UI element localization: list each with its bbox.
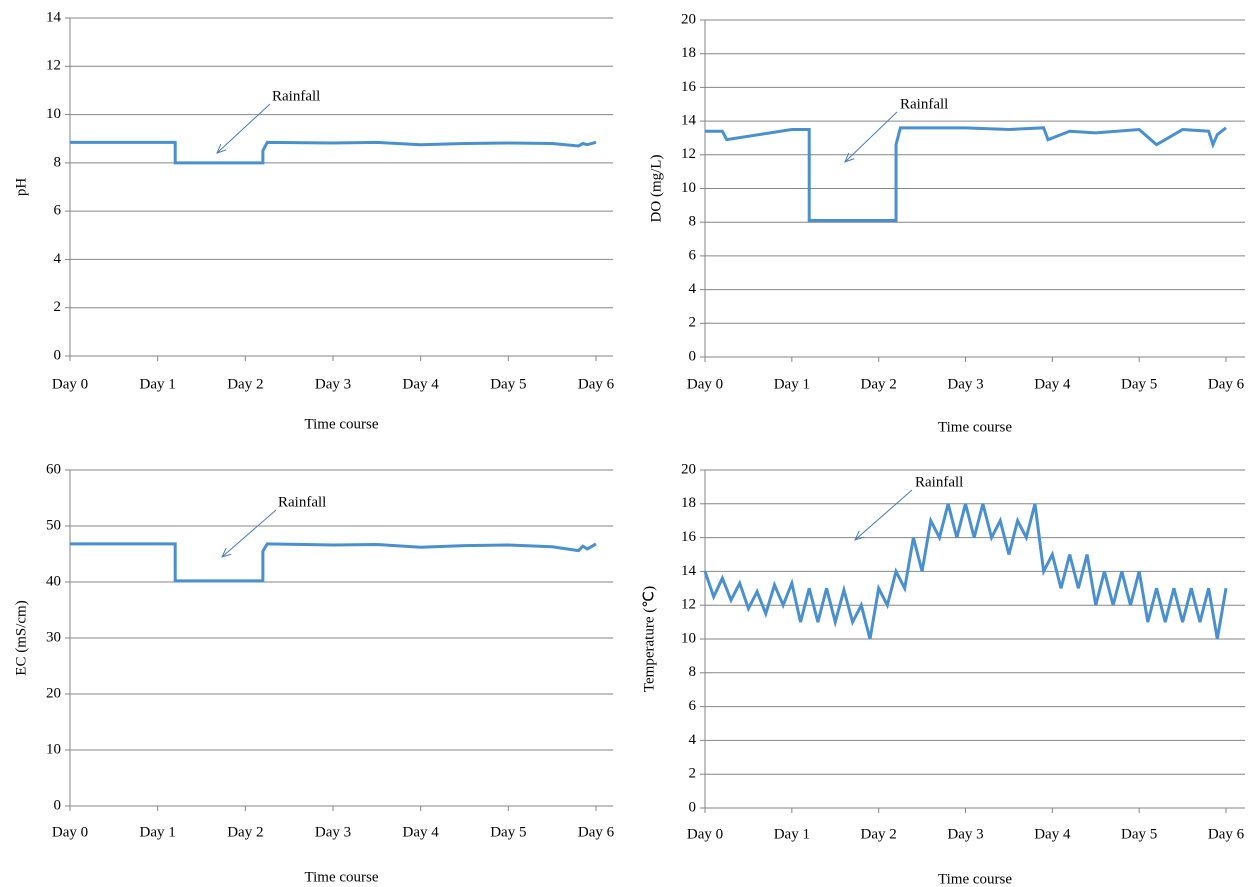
x-tick-label: Day 3 <box>947 376 983 392</box>
x-tick-label: Day 1 <box>774 376 810 392</box>
y-tick-label: 8 <box>689 214 697 230</box>
y-tick-label: 4 <box>689 281 697 297</box>
x-tick-label: Day 5 <box>490 824 526 840</box>
y-tick-label: 16 <box>681 79 697 95</box>
y-tick-label: 12 <box>46 58 61 74</box>
x-tick-label: Day 6 <box>578 824 615 840</box>
annotation: Rainfall <box>915 474 963 490</box>
x-tick-label: Day 3 <box>315 376 351 392</box>
y-tick-label: 14 <box>681 563 697 579</box>
y-tick-label: 6 <box>689 247 697 263</box>
y-tick-label: 0 <box>54 797 62 813</box>
y-tick-label: 18 <box>681 495 696 511</box>
x-tick-label: Day 2 <box>861 826 897 842</box>
y-axis-label: DO (mg/L) <box>648 155 664 223</box>
annotation: Rainfall <box>900 96 948 112</box>
y-tick-label: 10 <box>681 180 696 196</box>
x-axis-label: Time course <box>938 871 1012 887</box>
y-tick-label: 6 <box>689 698 697 714</box>
x-tick-label: Day 0 <box>52 824 88 840</box>
y-tick-label: 50 <box>46 517 61 533</box>
x-tick-label: Day 1 <box>774 826 810 842</box>
y-tick-label: 8 <box>54 154 62 170</box>
x-tick-label: Day 0 <box>52 376 88 392</box>
x-tick-label: Day 3 <box>947 826 983 842</box>
annotation-arrow <box>855 489 913 540</box>
x-tick-label: Day 6 <box>1208 376 1245 392</box>
y-tick-label: 20 <box>681 11 696 27</box>
x-tick-label: Day 3 <box>315 824 351 840</box>
y-axis-label: pH <box>13 178 29 197</box>
y-tick-label: 60 <box>46 461 61 477</box>
y-tick-label: 14 <box>46 9 62 25</box>
annotation: Rainfall <box>278 494 326 510</box>
x-tick-label: Day 0 <box>687 376 723 392</box>
y-tick-label: 6 <box>54 203 62 219</box>
y-axis-label: EC (mS/cm) <box>13 600 29 675</box>
annotation-arrow <box>217 103 271 153</box>
x-tick-label: Day 6 <box>578 376 615 392</box>
x-tick-label: Day 5 <box>490 376 526 392</box>
x-tick-label: Day 6 <box>1208 826 1245 842</box>
y-tick-label: 40 <box>46 573 61 589</box>
x-tick-label: Day 5 <box>1121 826 1157 842</box>
y-tick-label: 10 <box>46 106 61 122</box>
x-axis-label: Time course <box>938 419 1012 435</box>
y-tick-label: 2 <box>689 766 697 782</box>
annotation-arrow <box>222 509 277 557</box>
y-tick-label: 4 <box>54 251 62 267</box>
x-axis-label: Time course <box>304 416 378 432</box>
data-line <box>705 126 1227 223</box>
data-line <box>70 542 597 583</box>
x-tick-label: Day 5 <box>1121 376 1157 392</box>
x-tick-label: Day 1 <box>140 824 176 840</box>
x-tick-label: Day 4 <box>403 824 440 840</box>
data-line <box>70 140 597 165</box>
y-tick-label: 4 <box>689 732 697 748</box>
y-tick-label: 20 <box>46 685 61 701</box>
x-tick-label: Day 4 <box>403 376 440 392</box>
y-tick-label: 2 <box>54 299 62 315</box>
x-tick-label: Day 0 <box>687 826 723 842</box>
annotation: Rainfall <box>272 88 320 104</box>
x-tick-label: Day 4 <box>1034 376 1071 392</box>
y-tick-label: 12 <box>681 146 696 162</box>
x-tick-label: Day 2 <box>861 376 897 392</box>
y-tick-label: 14 <box>681 113 697 129</box>
y-tick-label: 30 <box>46 629 61 645</box>
x-tick-label: Day 2 <box>227 824 263 840</box>
data-line <box>703 503 1228 640</box>
y-axis-label: Temperature (℃) <box>641 586 657 692</box>
annotation-arrow <box>845 111 898 162</box>
x-tick-label: Day 1 <box>140 376 176 392</box>
y-tick-label: 0 <box>689 348 697 364</box>
y-tick-label: 0 <box>689 799 697 815</box>
y-tick-label: 2 <box>689 315 697 331</box>
y-tick-label: 12 <box>681 597 696 613</box>
x-axis-label: Time course <box>304 869 378 885</box>
y-tick-label: 18 <box>681 45 696 61</box>
y-tick-label: 10 <box>681 630 696 646</box>
y-tick-label: 20 <box>681 461 696 477</box>
y-tick-label: 16 <box>681 529 697 545</box>
x-tick-label: Day 4 <box>1034 826 1071 842</box>
x-tick-label: Day 2 <box>227 376 263 392</box>
y-tick-label: 0 <box>54 347 62 363</box>
y-tick-label: 8 <box>689 664 697 680</box>
y-tick-label: 10 <box>46 741 61 757</box>
